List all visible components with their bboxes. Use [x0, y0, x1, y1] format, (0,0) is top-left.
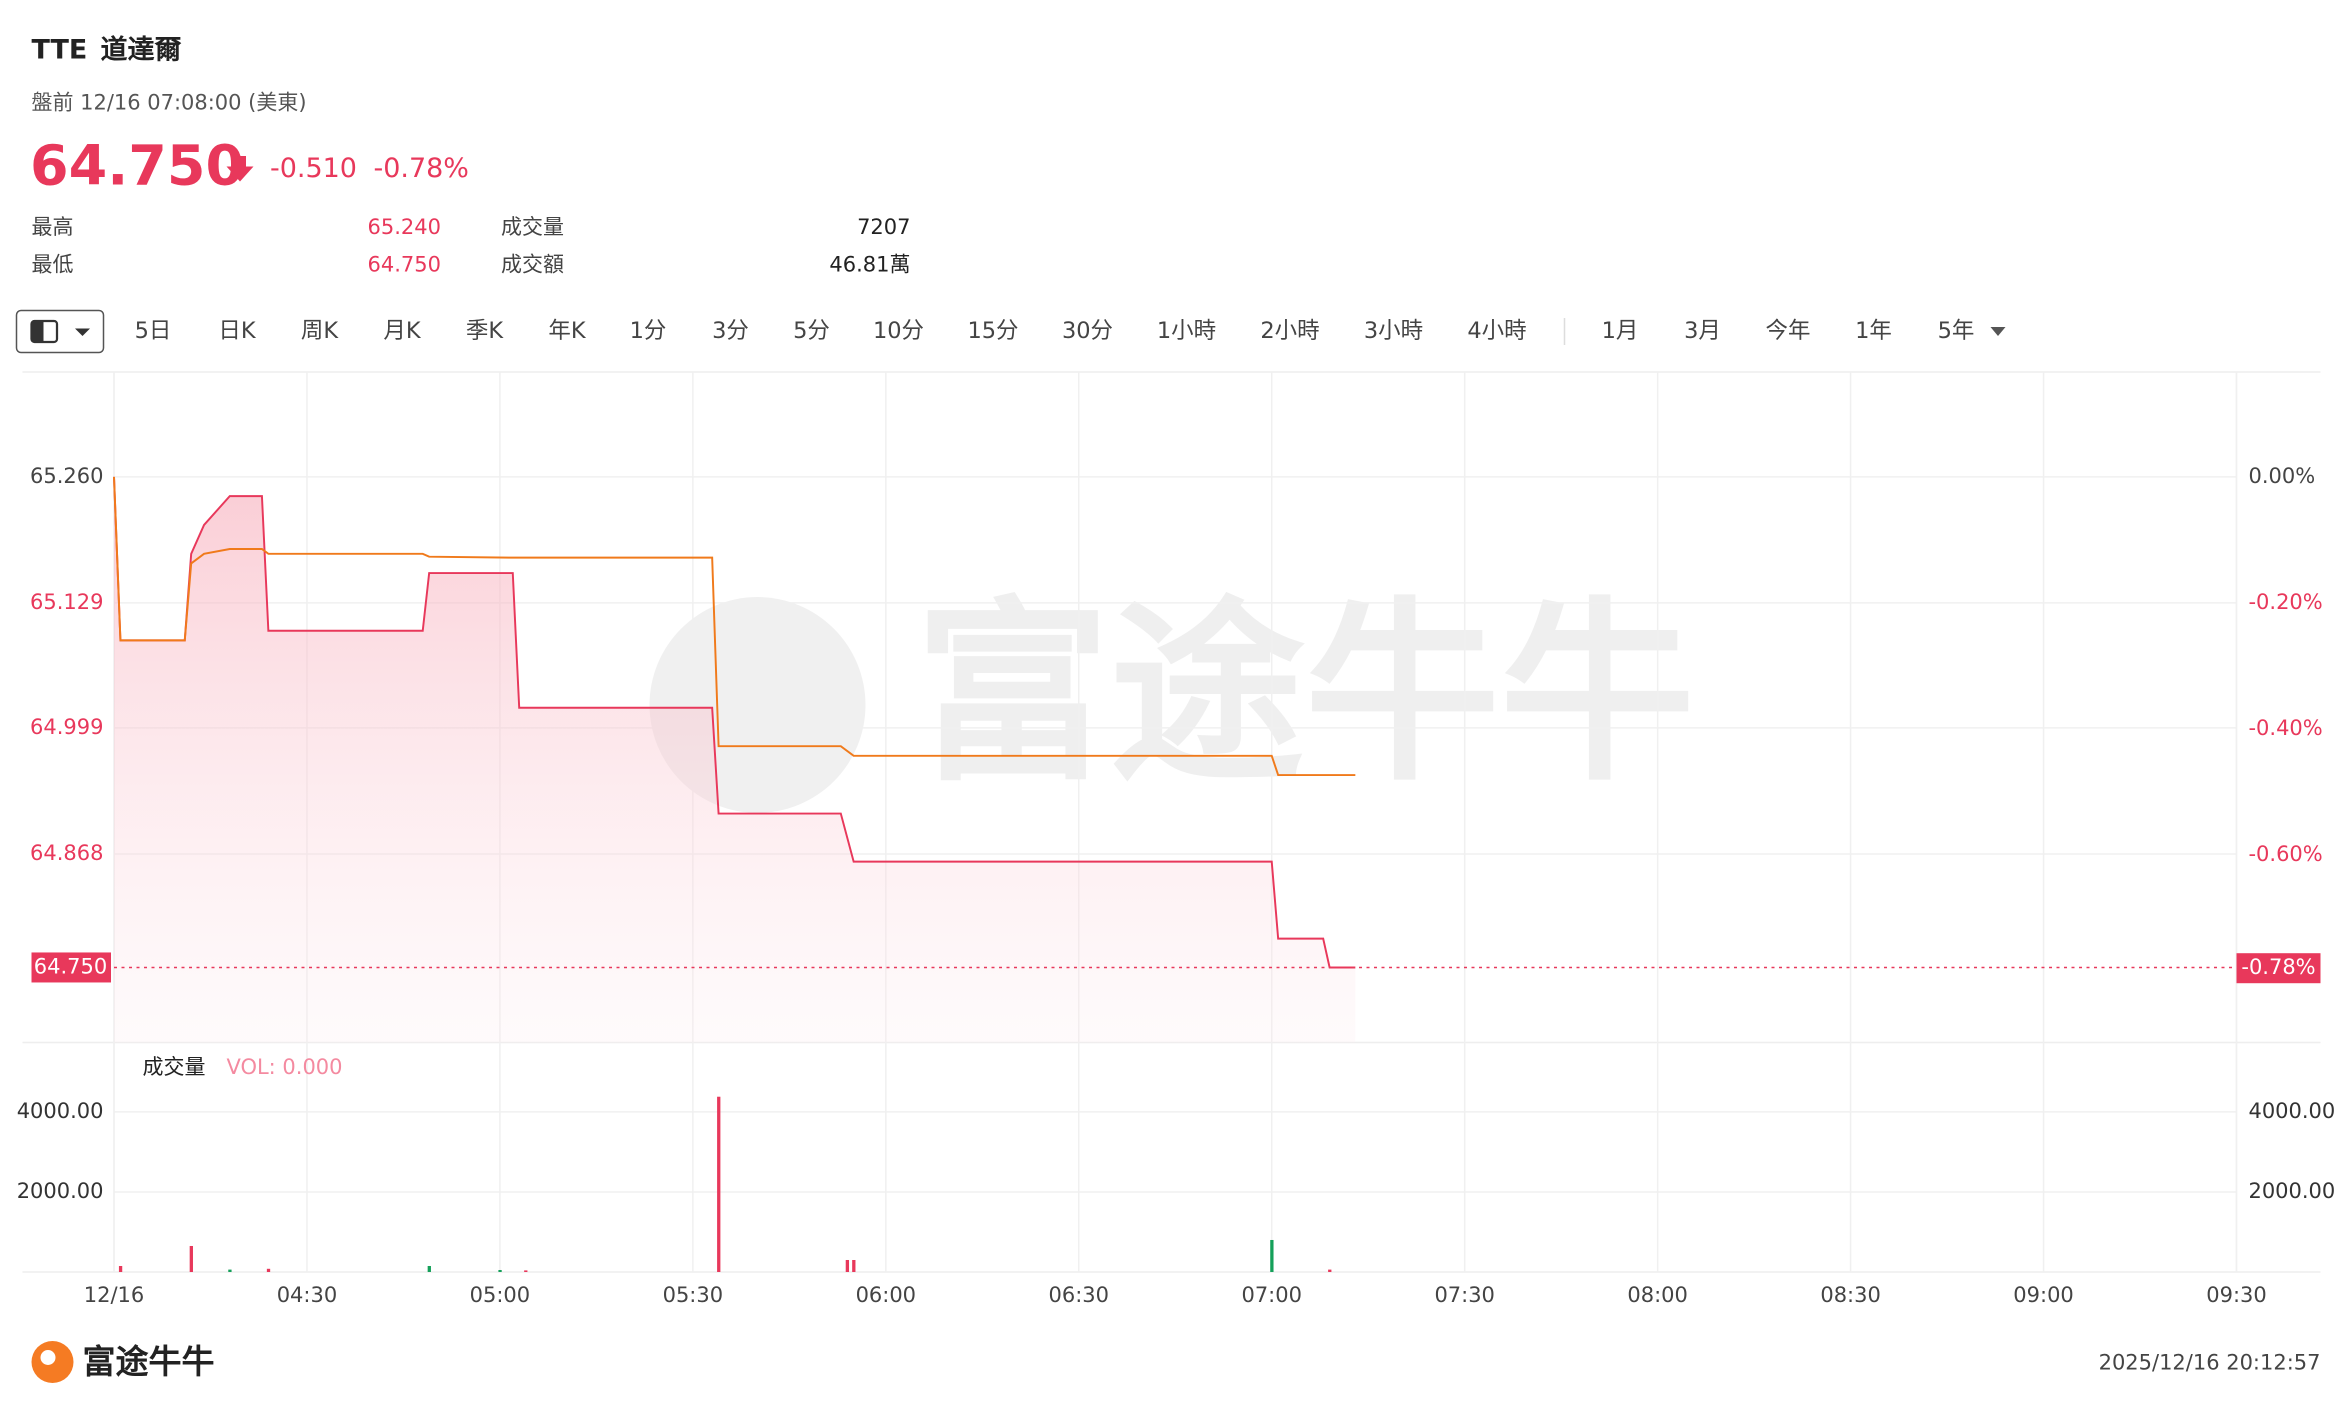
tab[interactable]: 10分: [873, 318, 924, 344]
x-tick-label: 04:30: [277, 1283, 337, 1307]
volume-title: 成交量: [143, 1055, 206, 1079]
stat-label: 成交量: [501, 215, 564, 239]
stat-label: 成交額: [501, 252, 564, 276]
watermark-text: 富途牛牛: [915, 580, 1695, 807]
tab[interactable]: 周K: [301, 318, 339, 344]
toggle-icon-fill: [31, 320, 44, 342]
stat-label: 最低: [32, 252, 74, 276]
stat-value: 64.750: [368, 252, 441, 276]
chart-toggle[interactable]: [15, 309, 105, 354]
y-tick-label: 64.868: [30, 841, 103, 865]
volume-bar: [498, 1269, 502, 1272]
volume-bar: [118, 1265, 123, 1272]
footer-brand: 富途牛牛: [83, 1342, 215, 1381]
tab[interactable]: 季K: [466, 318, 504, 344]
x-tick-label: 05:30: [663, 1283, 723, 1307]
stat-value: 7207: [857, 215, 910, 239]
tab[interactable]: 2小時: [1260, 318, 1319, 344]
x-tick-label: 07:00: [1241, 1283, 1301, 1307]
y-tick-label: 4000.00: [17, 1099, 104, 1123]
volume-bar: [1328, 1269, 1332, 1272]
stat-value: 65.240: [368, 215, 441, 239]
last-price-label: 64.750: [34, 954, 107, 978]
series-line: [113, 476, 1356, 777]
y-tick-label: 2000.00: [17, 1179, 104, 1203]
price: 64.750: [30, 134, 244, 199]
volume-bar: [266, 1268, 271, 1272]
stat-label: 最高: [32, 215, 74, 239]
x-tick-label: 08:30: [1820, 1283, 1880, 1307]
volume-bar: [852, 1259, 856, 1272]
footer-logo-eye: [40, 1349, 56, 1365]
stock-name: 道達爾: [101, 33, 182, 65]
x-tick-label: 09:00: [2013, 1283, 2073, 1307]
volume-bar: [717, 1096, 721, 1272]
volume-bar: [524, 1270, 528, 1272]
tab[interactable]: 年K: [548, 318, 586, 344]
y-tick-label: 64.999: [30, 715, 103, 739]
tab-caret[interactable]: [1990, 326, 2006, 336]
x-tick-label: 09:30: [2206, 1283, 2266, 1307]
tab[interactable]: 1小時: [1157, 318, 1216, 344]
x-tick-label: 05:00: [470, 1283, 530, 1307]
footer-timestamp: 2025/12/16 20:12:57: [2099, 1350, 2321, 1374]
tab[interactable]: 日K: [218, 318, 256, 344]
tab[interactable]: 4小時: [1467, 318, 1526, 344]
tab[interactable]: 月K: [383, 318, 421, 344]
tab[interactable]: 3分: [712, 318, 749, 344]
tab[interactable]: 15分: [967, 318, 1018, 344]
tab[interactable]: 3月: [1684, 318, 1721, 344]
last-pct-label: -0.78%: [2241, 955, 2315, 979]
tab[interactable]: 30分: [1062, 318, 1113, 344]
change-pct: -0.78%: [374, 153, 469, 184]
volume-bar: [228, 1269, 232, 1272]
y2-tick-label: 2000.00: [2248, 1179, 2335, 1203]
tab[interactable]: 5日: [135, 318, 172, 344]
last-pct-box: [2236, 953, 2321, 984]
volume-bar: [1270, 1239, 1274, 1272]
last-price-box: [31, 952, 112, 983]
symbol: TTE: [32, 34, 88, 65]
y2-tick-label: -0.60%: [2248, 842, 2322, 866]
x-tick-label: 07:30: [1434, 1283, 1494, 1307]
y-tick-label: 65.129: [30, 590, 103, 614]
volume-bar: [845, 1259, 850, 1272]
tab[interactable]: 1月: [1602, 318, 1639, 344]
watermark: 富途牛牛: [649, 580, 1695, 813]
tab[interactable]: 5年: [1938, 318, 1975, 344]
x-tick-label: 12/16: [84, 1283, 144, 1307]
y2-tick-label: 4000.00: [2248, 1099, 2335, 1123]
stat-value: 46.81萬: [829, 252, 910, 276]
volume-bar: [427, 1265, 431, 1272]
volume-bar: [189, 1245, 193, 1272]
y2-tick-label: 0.00%: [2248, 464, 2315, 488]
x-tick-label: 08:00: [1627, 1283, 1687, 1307]
tab[interactable]: 1分: [630, 318, 667, 344]
tab[interactable]: 1年: [1855, 318, 1892, 344]
tab[interactable]: 3小時: [1364, 318, 1423, 344]
session: 盤前 12/16 07:08:00 (美東): [32, 90, 307, 114]
y2-tick-label: -0.40%: [2248, 716, 2322, 740]
y-tick-label: 65.260: [30, 464, 103, 488]
tab[interactable]: 5分: [793, 318, 830, 344]
down-arrow: [226, 155, 254, 182]
tab[interactable]: 今年: [1766, 318, 1811, 344]
y2-tick-label: -0.20%: [2248, 590, 2322, 614]
toggle-caret: [75, 328, 91, 336]
volume-subtitle: VOL: 0.000: [227, 1055, 343, 1079]
change: -0.510: [270, 153, 357, 184]
series-line: [113, 476, 1356, 969]
x-tick-label: 06:30: [1049, 1283, 1109, 1307]
x-tick-label: 06:00: [856, 1283, 916, 1307]
